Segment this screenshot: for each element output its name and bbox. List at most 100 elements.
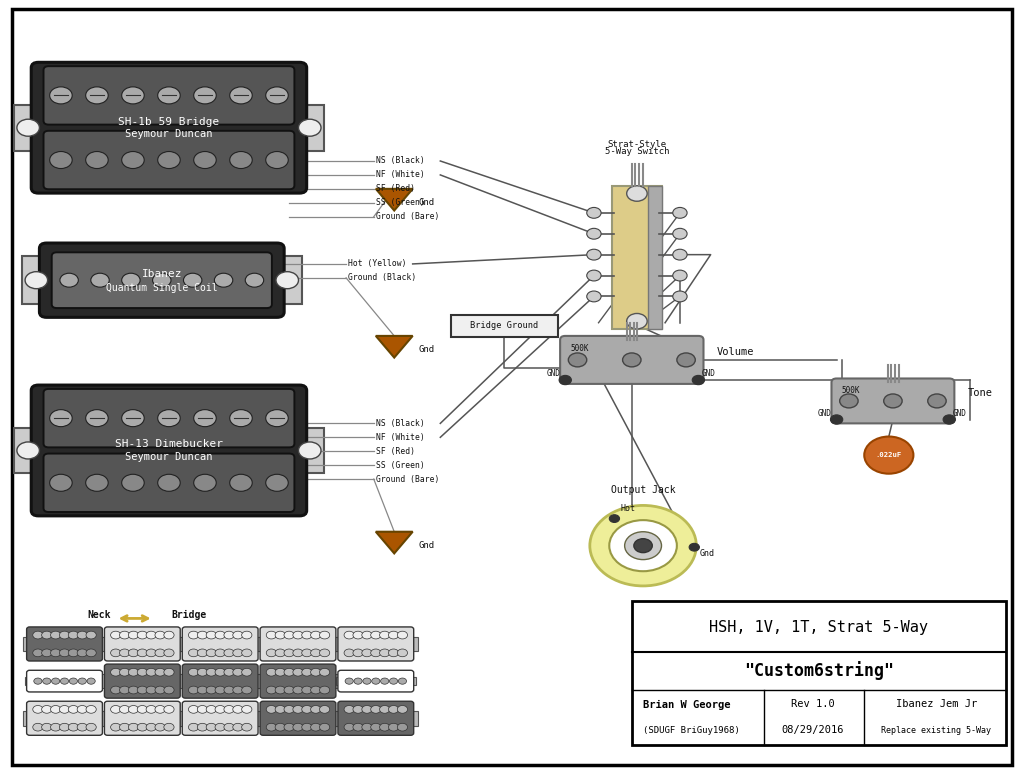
Circle shape [77,649,87,656]
Text: .022uF: .022uF [876,452,902,458]
Circle shape [137,686,147,694]
Circle shape [77,631,87,639]
Circle shape [206,649,216,656]
Circle shape [70,678,78,684]
Circle shape [673,249,687,260]
Circle shape [344,631,354,639]
Circle shape [146,631,157,639]
Circle shape [229,152,252,169]
Circle shape [361,649,372,656]
Polygon shape [376,189,413,211]
Circle shape [284,706,294,714]
Circle shape [673,270,687,281]
Text: SF (Red): SF (Red) [376,184,415,194]
Circle shape [224,649,234,656]
Circle shape [319,686,330,694]
Text: GND: GND [701,369,716,378]
Circle shape [155,686,165,694]
Circle shape [293,723,303,731]
Circle shape [59,649,70,656]
Circle shape [242,706,252,714]
Circle shape [69,631,79,639]
Circle shape [224,686,234,694]
Bar [256,636,264,652]
Circle shape [587,291,601,302]
Circle shape [215,686,225,694]
Bar [451,315,558,337]
Circle shape [198,631,208,639]
FancyBboxPatch shape [338,627,414,661]
Circle shape [275,723,286,731]
Bar [254,636,262,652]
Bar [25,676,31,686]
Bar [100,673,109,689]
Circle shape [353,706,364,714]
Circle shape [345,678,353,684]
Circle shape [587,270,601,281]
Circle shape [111,668,121,676]
Circle shape [128,723,138,731]
Text: Neck: Neck [88,610,111,619]
Circle shape [158,409,180,426]
Circle shape [224,706,234,714]
Circle shape [188,723,199,731]
Circle shape [310,723,321,731]
Circle shape [128,668,138,676]
Circle shape [266,631,276,639]
Circle shape [198,686,208,694]
Circle shape [164,668,174,676]
Bar [100,636,109,652]
FancyBboxPatch shape [182,627,258,661]
Circle shape [388,649,398,656]
Circle shape [146,668,157,676]
Text: Volume: Volume [717,348,755,357]
Circle shape [627,313,647,329]
Text: NF (White): NF (White) [376,433,425,442]
Circle shape [840,394,858,408]
Circle shape [388,631,398,639]
Bar [410,711,418,726]
Circle shape [266,152,289,169]
Circle shape [275,668,286,676]
Circle shape [590,505,696,586]
Circle shape [188,686,199,694]
Text: Output Jack: Output Jack [610,485,676,495]
Circle shape [111,631,121,639]
FancyBboxPatch shape [39,243,285,317]
Circle shape [232,668,243,676]
Circle shape [310,649,321,656]
Circle shape [397,631,408,639]
Circle shape [128,631,138,639]
Circle shape [146,706,157,714]
FancyBboxPatch shape [32,385,307,516]
Text: NS (Black): NS (Black) [376,156,425,166]
Text: (SDUGF BriGuy1968): (SDUGF BriGuy1968) [643,726,739,735]
Circle shape [266,686,276,694]
Text: Gnd: Gnd [419,198,435,207]
Circle shape [371,723,381,731]
Bar [14,105,43,150]
Circle shape [164,631,174,639]
Circle shape [302,668,312,676]
Circle shape [194,409,216,426]
Circle shape [381,678,389,684]
Circle shape [224,723,234,731]
Text: Seymour Duncan: Seymour Duncan [125,452,213,461]
Text: Ground (Bare): Ground (Bare) [376,212,439,221]
Bar [410,676,416,686]
Text: Ground (Black): Ground (Black) [348,273,417,283]
Circle shape [206,668,216,676]
Polygon shape [376,532,413,553]
Circle shape [388,706,398,714]
Bar [23,256,51,304]
Circle shape [206,723,216,731]
Text: "Custom6string": "Custom6string" [743,661,894,680]
Circle shape [266,87,289,104]
Circle shape [692,375,705,385]
Circle shape [928,394,946,408]
Circle shape [33,631,43,639]
Text: 500K: 500K [842,386,860,396]
Text: SF (Red): SF (Red) [376,447,415,456]
Circle shape [111,686,121,694]
Circle shape [587,228,601,239]
